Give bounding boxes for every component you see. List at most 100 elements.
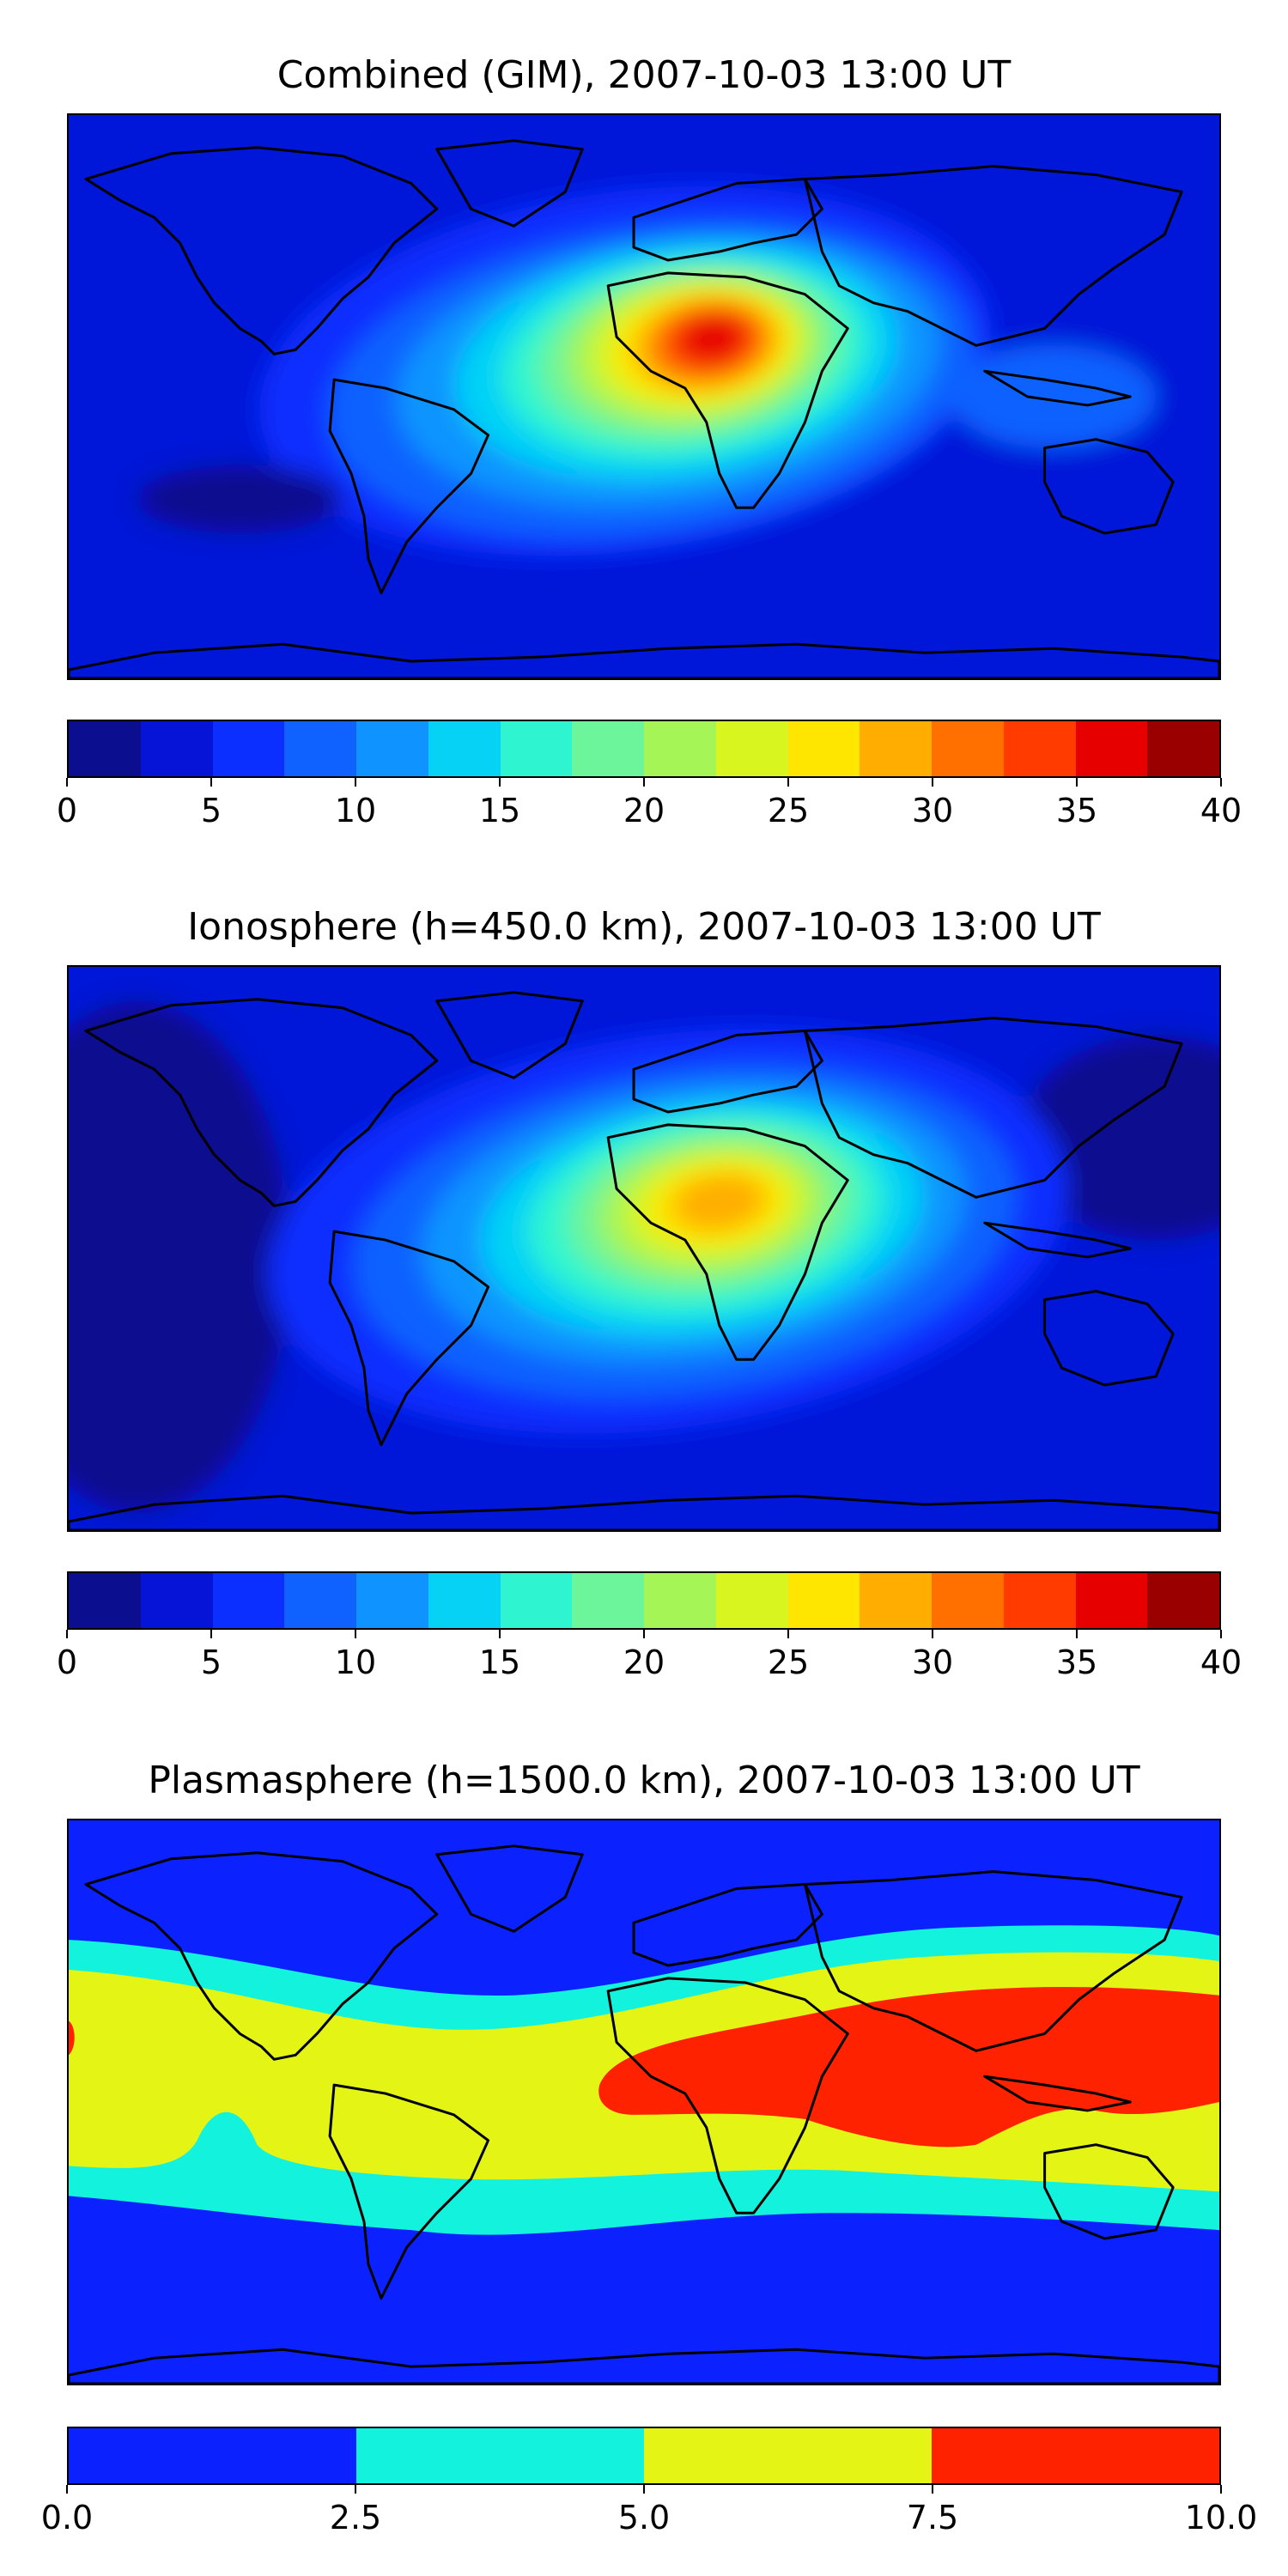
coastline-greenland: [435, 991, 584, 1079]
colorbar-segment: [356, 721, 428, 776]
colorbar-tick: [499, 1630, 501, 1638]
heatmap-ionosphere: [69, 967, 1219, 1530]
colorbar-segment: [932, 2428, 1219, 2483]
colorbar-tick: [66, 1630, 68, 1638]
map-ionosphere: [67, 965, 1221, 1532]
colorbar-tick-label: 10.0: [1184, 2499, 1258, 2537]
colorbar-tick: [1076, 1630, 1078, 1638]
colorbar-tick: [1076, 778, 1078, 787]
coastline-indonesia: [983, 1221, 1132, 1259]
colorbar-segment: [500, 721, 573, 776]
panel-combined: Combined (GIM), 2007-10-03 13:00 UT 0 5 10…: [0, 0, 1288, 859]
colorbar-tick-label: 30: [911, 792, 954, 829]
colorbar-segment: [212, 721, 285, 776]
colorbar-tick: [787, 778, 789, 787]
colorbar-segment: [212, 1573, 285, 1628]
colorbar-tick-label: 7.5: [906, 2499, 959, 2537]
colorbar-combined: [67, 720, 1221, 778]
contour-low-east: [1018, 1035, 1219, 1241]
colorbar-ticks-combined: 0 5 10 15 20 25 30 35 40: [57, 778, 1242, 829]
colorbar-segment: [284, 1573, 356, 1628]
coastline-greenland: [435, 1844, 584, 1933]
colorbar-segment: [644, 2428, 932, 2483]
colorbar-tick: [932, 2485, 933, 2494]
colorbar-segment: [715, 721, 788, 776]
colorbar-tick-label: 5: [200, 1643, 222, 1681]
colorbar-tick-label: 5: [200, 792, 222, 829]
map-plasmasphere: [67, 1819, 1221, 2385]
colorbar-ticks-ionosphere: 0 5 10 15 20 25 30 35 40: [57, 1630, 1242, 1681]
coastline-south-america: [328, 1230, 490, 1447]
colorbar-tick-label: 0.0: [40, 2499, 94, 2537]
colorbar-segment: [356, 1573, 428, 1628]
colorbar-segment: [572, 1573, 644, 1628]
panel-plasmasphere: Plasmasphere (h=1500.0 km), 2007-10-03 1…: [0, 1717, 1288, 2576]
colorbar-tick-label: 5.0: [617, 2499, 671, 2537]
coastline-indonesia: [983, 369, 1132, 407]
colorbar-tick: [1220, 1630, 1222, 1638]
colorbar-segment: [500, 1573, 573, 1628]
colorbar-segment: [644, 721, 716, 776]
colorbar-tick: [499, 778, 501, 787]
colorbar-tick: [210, 1630, 212, 1638]
panel-title: Combined (GIM), 2007-10-03 13:00 UT: [276, 53, 1012, 97]
colorbar-tick-label: 0: [56, 1643, 78, 1681]
colorbar-segment: [1003, 1573, 1076, 1628]
coastline-south-america: [328, 2083, 490, 2300]
colorbar-tick: [1220, 778, 1222, 787]
colorbar-tick-label: 10: [334, 1643, 377, 1681]
colorbar-tick: [66, 2485, 68, 2494]
coastline-africa: [606, 1977, 849, 2215]
colorbar-segment: [428, 721, 501, 776]
coastline-antarctica: [69, 642, 1219, 678]
coastline-asia: [803, 165, 1183, 347]
colorbar-segment: [140, 1573, 213, 1628]
contour-secondary-pacific: [950, 345, 1157, 448]
coastline-antarctica: [69, 1494, 1219, 1530]
colorbar-tick: [932, 1630, 933, 1638]
heatmap-plasmasphere: [69, 1820, 1219, 2384]
colorbar-tick: [66, 778, 68, 787]
contour-level-11: [672, 1173, 767, 1231]
colorbar-segment: [356, 2428, 644, 2483]
coastline-north-america: [84, 998, 439, 1207]
colorbar-tick: [355, 778, 356, 787]
coastline-antarctica: [69, 2348, 1219, 2384]
colorbar-tick-label: 20: [623, 1643, 665, 1681]
map-combined: [67, 113, 1221, 680]
colorbar-tick-label: 25: [767, 1643, 810, 1681]
coastline-north-america: [84, 146, 439, 355]
panel-title: Plasmasphere (h=1500.0 km), 2007-10-03 1…: [148, 1759, 1140, 1802]
colorbar-segment: [1147, 1573, 1219, 1628]
colorbar-segment: [787, 721, 860, 776]
colorbar-tick-label: 25: [767, 792, 810, 829]
colorbar-tick: [643, 1630, 645, 1638]
coastline-europe: [632, 1883, 823, 1967]
colorbar-tick-label: 40: [1200, 792, 1242, 829]
heatmap-field: [69, 115, 1219, 678]
coastline-africa: [606, 1123, 849, 1361]
colorbar-segment: [932, 721, 1004, 776]
colorbar-tick-label: 15: [478, 792, 521, 829]
colorbar-tick: [1220, 2485, 1222, 2494]
colorbar-tick: [210, 778, 212, 787]
contour-low-southpacific: [137, 465, 343, 534]
colorbar-segment: [860, 1573, 932, 1628]
colorbar-segment: [787, 1573, 860, 1628]
contour-level-14: [680, 315, 745, 362]
colorbar-tick-label: 0: [56, 792, 78, 829]
colorbar-tick-label: 15: [478, 1643, 521, 1681]
colorbar-segment: [860, 721, 932, 776]
contour-low-west: [69, 1000, 292, 1514]
colorbar-tick-label: 20: [623, 792, 665, 829]
coastline-asia: [803, 1870, 1183, 2052]
colorbar-segment: [572, 721, 644, 776]
colorbar-segment: [69, 721, 141, 776]
panel-ionosphere: Ionosphere (h=450.0 km), 2007-10-03 13:0…: [0, 859, 1288, 1717]
colorbar-tick: [932, 778, 933, 787]
colorbar-tick: [787, 1630, 789, 1638]
colorbar-segment: [428, 1573, 501, 1628]
coastline-south-america: [328, 378, 490, 595]
coastline-europe: [632, 1030, 823, 1114]
colorbar-tick-label: 10: [334, 792, 377, 829]
